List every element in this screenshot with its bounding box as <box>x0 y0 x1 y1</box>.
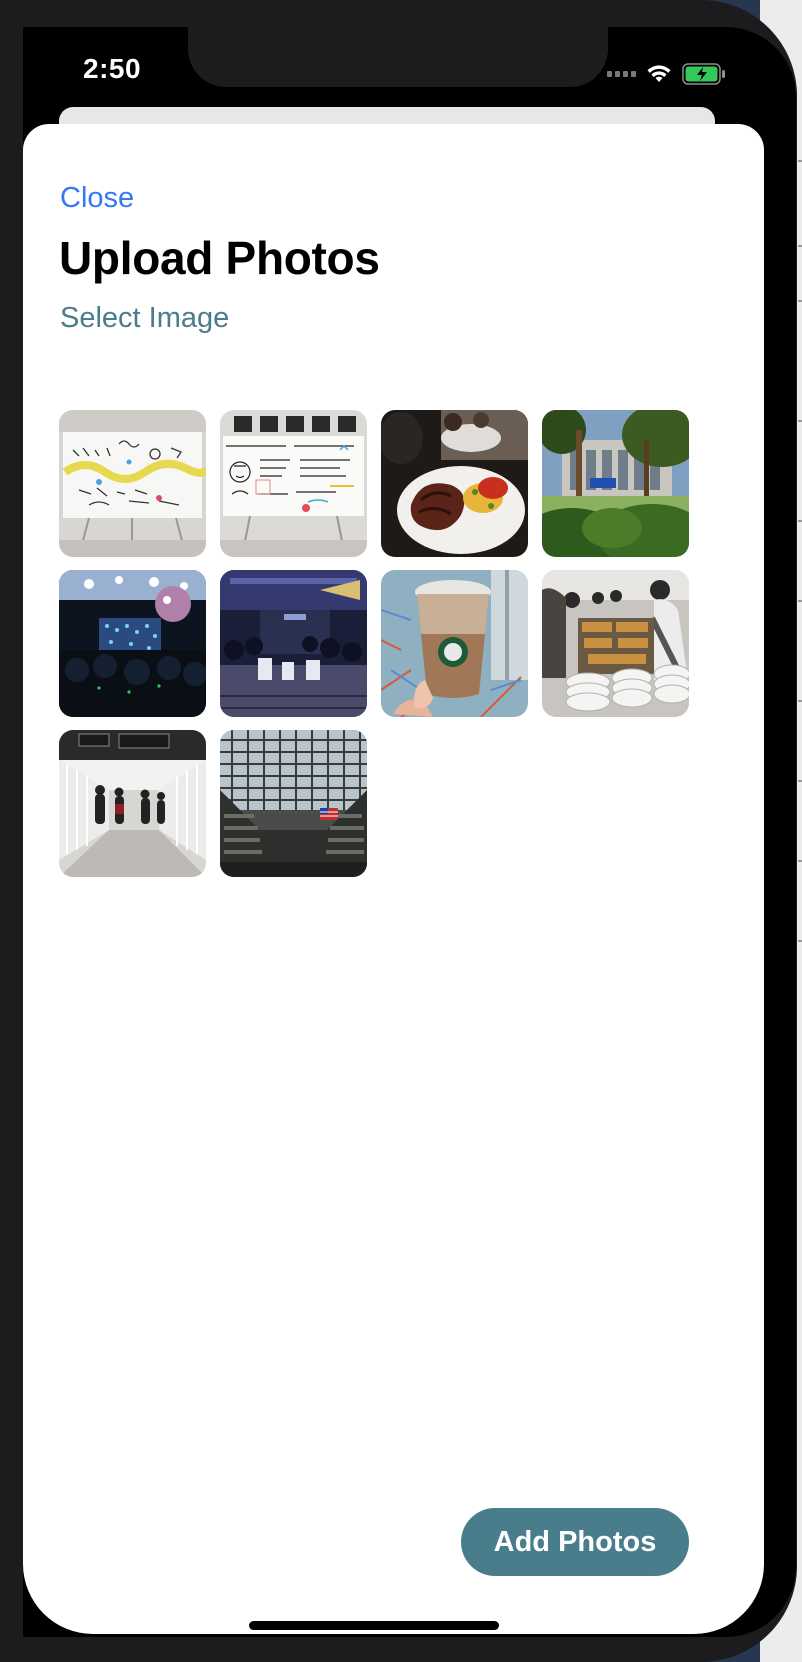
phone-screen: 2:50 Close Upload Photos Select Image <box>23 27 796 1637</box>
status-icons <box>607 63 726 85</box>
photo-thumbnail[interactable] <box>59 570 206 717</box>
photo-thumbnail[interactable] <box>542 570 689 717</box>
photo-thumbnail[interactable] <box>59 730 206 877</box>
add-photos-button[interactable]: Add Photos <box>461 1508 689 1576</box>
wifi-icon <box>647 65 671 82</box>
status-time: 2:50 <box>83 53 142 84</box>
page-title: Upload Photos <box>59 232 380 284</box>
photo-thumbnail[interactable] <box>542 410 689 557</box>
photo-grid <box>59 410 689 877</box>
select-image-label[interactable]: Select Image <box>60 302 230 334</box>
cellular-signal-icon <box>607 71 636 77</box>
battery-charging-icon <box>682 63 725 85</box>
photo-thumbnail[interactable] <box>220 410 367 557</box>
notch <box>188 27 608 87</box>
close-button[interactable]: Close <box>60 182 135 214</box>
upload-photos-modal: Close Upload Photos Select Image <box>23 124 764 1634</box>
photo-thumbnail[interactable] <box>220 730 367 877</box>
photo-thumbnail[interactable] <box>220 570 367 717</box>
photo-thumbnail[interactable] <box>381 570 528 717</box>
photo-thumbnail[interactable] <box>381 410 528 557</box>
home-indicator[interactable] <box>249 1621 499 1630</box>
photo-thumbnail[interactable] <box>59 410 206 557</box>
